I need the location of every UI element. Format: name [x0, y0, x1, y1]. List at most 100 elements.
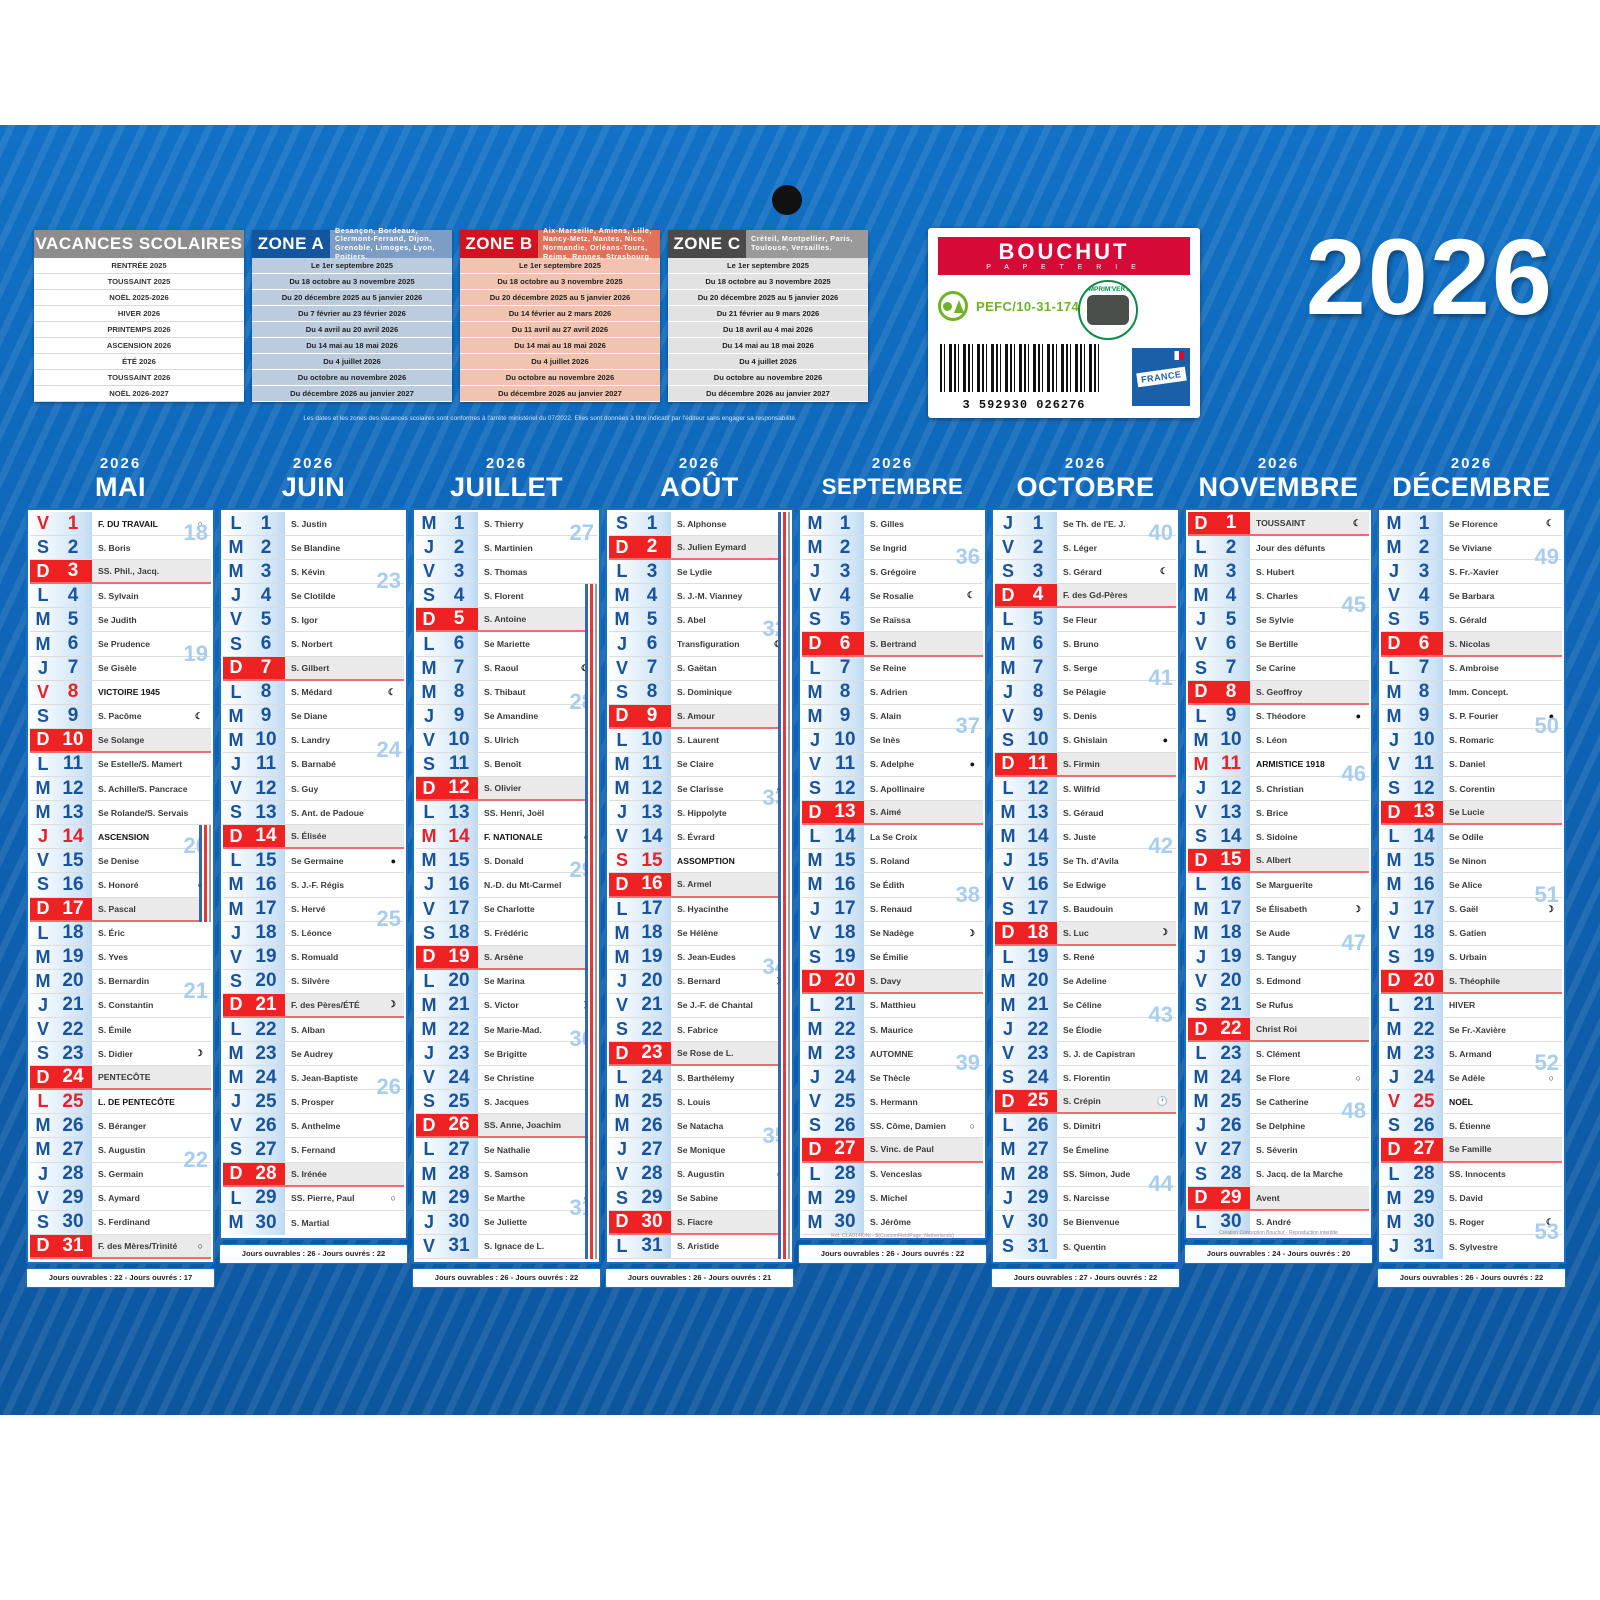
- day-row[interactable]: S 11 S. Benoît: [416, 752, 597, 778]
- day-row[interactable]: D 16 S. Armel: [609, 873, 790, 898]
- day-row[interactable]: D 13 Se Lucie: [1381, 801, 1562, 826]
- day-row[interactable]: M 9 S. Alain: [802, 704, 983, 729]
- day-row[interactable]: J 22 Se Élodie: [995, 1017, 1176, 1043]
- day-row[interactable]: L 18 S. Éric: [30, 921, 211, 946]
- day-row[interactable]: M 22 Se Fr.-Xavière: [1381, 1017, 1562, 1043]
- day-row[interactable]: J 21 S. Constantin: [30, 993, 211, 1018]
- day-row[interactable]: M 30 S. Roger ☾: [1381, 1210, 1562, 1235]
- day-row[interactable]: M 13 Se Rolande/S. Servais: [30, 801, 211, 826]
- day-row[interactable]: M 17 S. Hervé: [223, 897, 404, 922]
- day-row[interactable]: D 8 S. Geoffroy: [1188, 680, 1369, 705]
- day-row[interactable]: J 28 S. Germain: [30, 1162, 211, 1187]
- day-row[interactable]: L 4 S. Sylvain: [30, 584, 211, 609]
- day-row[interactable]: M 1 S. Gilles: [802, 512, 983, 537]
- day-row[interactable]: M 11 Se Claire: [609, 752, 790, 778]
- day-row[interactable]: S 12 S. Apollinaire: [802, 777, 983, 802]
- day-row[interactable]: M 17 Se Élisabeth ☽: [1188, 897, 1369, 922]
- day-row[interactable]: L 1 S. Justin: [223, 512, 404, 537]
- day-row[interactable]: D 4 F. des Gd-Pères: [995, 584, 1176, 609]
- day-row[interactable]: M 3 S. Hubert: [1188, 560, 1369, 585]
- day-row[interactable]: V 1 F. DU TRAVAIL ○: [30, 512, 211, 537]
- day-row[interactable]: V 4 Se Barbara: [1381, 584, 1562, 609]
- day-row[interactable]: J 27 Se Monique: [609, 1138, 790, 1163]
- day-row[interactable]: M 20 S. Bernardin: [30, 969, 211, 994]
- day-row[interactable]: V 5 S. Igor: [223, 608, 404, 633]
- day-row[interactable]: V 19 S. Romuald: [223, 945, 404, 970]
- day-row[interactable]: M 4 S. Charles: [1188, 584, 1369, 609]
- day-row[interactable]: L 14 La Se Croix: [802, 825, 983, 850]
- day-row[interactable]: M 30 S. Jérôme: [802, 1210, 983, 1235]
- day-row[interactable]: V 4 Se Rosalie ☾: [802, 584, 983, 609]
- day-row[interactable]: L 21 S. Matthieu: [802, 993, 983, 1018]
- day-row[interactable]: J 8 Se Pélagie: [995, 680, 1176, 705]
- day-row[interactable]: M 22 Se Marie-Mad.: [416, 1017, 597, 1043]
- day-row[interactable]: M 16 Se Alice: [1381, 873, 1562, 898]
- day-row[interactable]: M 26 S. Béranger: [30, 1114, 211, 1139]
- day-row[interactable]: V 7 S. Gaëtan: [609, 656, 790, 681]
- day-row[interactable]: M 29 S. Michel: [802, 1186, 983, 1211]
- day-row[interactable]: L 24 S. Barthélemy: [609, 1066, 790, 1091]
- day-row[interactable]: M 30 S. Martial: [223, 1210, 404, 1235]
- day-row[interactable]: J 24 Se Thècle: [802, 1066, 983, 1091]
- day-row[interactable]: M 27 S. Augustin: [30, 1138, 211, 1163]
- day-row[interactable]: V 21 Se J.-F. de Chantal: [609, 993, 790, 1018]
- day-row[interactable]: V 20 S. Edmond: [1188, 969, 1369, 994]
- day-row[interactable]: M 10 S. Landry: [223, 728, 404, 753]
- day-row[interactable]: S 1 S. Alphonse: [609, 512, 790, 537]
- day-row[interactable]: J 26 Se Delphine: [1188, 1114, 1369, 1139]
- day-row[interactable]: D 11 S. Firmin: [995, 752, 1176, 778]
- day-row[interactable]: V 9 S. Denis: [995, 704, 1176, 729]
- day-row[interactable]: J 16 N.-D. du Mt-Carmel: [416, 873, 597, 898]
- day-row[interactable]: M 6 S. Bruno: [995, 632, 1176, 657]
- day-row[interactable]: M 6 Se Prudence: [30, 632, 211, 657]
- day-row[interactable]: J 25 S. Prosper: [223, 1090, 404, 1115]
- day-row[interactable]: V 27 S. Séverin: [1188, 1138, 1369, 1163]
- day-row[interactable]: L 15 Se Germaine ●: [223, 849, 404, 874]
- day-row[interactable]: M 15 Se Ninon: [1381, 849, 1562, 874]
- day-row[interactable]: S 4 S. Florent: [416, 584, 597, 609]
- day-row[interactable]: J 9 Se Amandine: [416, 704, 597, 729]
- day-row[interactable]: V 15 Se Denise: [30, 849, 211, 874]
- day-row[interactable]: L 28 S. Venceslas: [802, 1162, 983, 1187]
- day-row[interactable]: V 11 S. Adelphe ●: [802, 752, 983, 778]
- day-row[interactable]: M 27 Se Émeline: [995, 1138, 1176, 1163]
- day-row[interactable]: D 30 S. Fiacre: [609, 1210, 790, 1235]
- day-row[interactable]: D 24 PENTECÔTE: [30, 1066, 211, 1091]
- day-row[interactable]: D 9 S. Amour: [609, 704, 790, 729]
- day-row[interactable]: J 24 Se Adèle ○: [1381, 1066, 1562, 1091]
- day-row[interactable]: V 24 Se Christine: [416, 1066, 597, 1091]
- day-row[interactable]: S 2 S. Boris: [30, 536, 211, 561]
- day-row[interactable]: M 8 Imm. Concept.: [1381, 680, 1562, 705]
- day-row[interactable]: D 27 Se Famille: [1381, 1138, 1562, 1163]
- day-row[interactable]: M 2 Se Viviane: [1381, 536, 1562, 561]
- day-row[interactable]: J 17 S. Renaud: [802, 897, 983, 922]
- day-row[interactable]: M 4 S. J.-M. Vianney: [609, 584, 790, 609]
- day-row[interactable]: L 20 Se Marina: [416, 969, 597, 994]
- day-row[interactable]: J 31 S. Sylvestre: [1381, 1234, 1562, 1259]
- day-row[interactable]: L 27 Se Nathalie: [416, 1138, 597, 1163]
- day-row[interactable]: V 10 S. Ulrich: [416, 728, 597, 753]
- day-row[interactable]: M 9 S. P. Fourier ●: [1381, 704, 1562, 729]
- day-row[interactable]: M 5 Se Judith: [30, 608, 211, 633]
- day-row[interactable]: D 13 S. Aimé: [802, 801, 983, 826]
- day-row[interactable]: L 26 S. Dimitri: [995, 1114, 1176, 1139]
- day-row[interactable]: M 12 S. Achille/S. Pancrace: [30, 777, 211, 802]
- day-row[interactable]: L 10 S. Laurent: [609, 728, 790, 753]
- day-row[interactable]: S 13 S. Ant. de Padoue: [223, 801, 404, 826]
- day-row[interactable]: J 30 Se Juliette: [416, 1210, 597, 1235]
- day-row[interactable]: J 23 Se Brigitte: [416, 1042, 597, 1067]
- day-row[interactable]: M 24 Se Flore ○: [1188, 1066, 1369, 1091]
- day-row[interactable]: D 25 S. Crépin 🕐: [995, 1090, 1176, 1115]
- day-row[interactable]: S 28 S. Jacq. de la Marche: [1188, 1162, 1369, 1187]
- day-row[interactable]: S 5 S. Gérald: [1381, 608, 1562, 633]
- day-row[interactable]: L 3 Se Lydie: [609, 560, 790, 585]
- day-row[interactable]: J 1 Se Th. de l'E. J.: [995, 512, 1176, 537]
- day-row[interactable]: J 17 S. Gaël ☽: [1381, 897, 1562, 922]
- day-row[interactable]: V 17 Se Charlotte: [416, 897, 597, 922]
- day-row[interactable]: S 10 S. Ghislain ●: [995, 728, 1176, 753]
- day-row[interactable]: S 12 S. Corentin: [1381, 777, 1562, 802]
- day-row[interactable]: V 18 Se Nadège ☽: [802, 921, 983, 946]
